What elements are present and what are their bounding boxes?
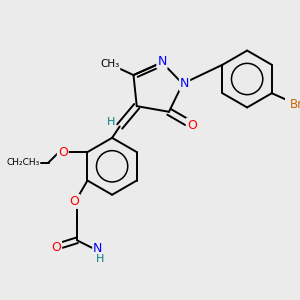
Text: O: O	[51, 242, 61, 254]
Text: H: H	[96, 254, 104, 264]
Text: H: H	[107, 117, 115, 127]
Text: Br: Br	[290, 98, 300, 111]
Text: O: O	[58, 146, 68, 159]
Text: N: N	[180, 77, 189, 90]
Text: N: N	[157, 55, 167, 68]
Text: CH₂CH₃: CH₂CH₃	[6, 158, 40, 167]
Text: N: N	[93, 242, 103, 255]
Text: O: O	[187, 118, 197, 132]
Text: O: O	[69, 195, 79, 208]
Text: CH₃: CH₃	[100, 59, 119, 69]
